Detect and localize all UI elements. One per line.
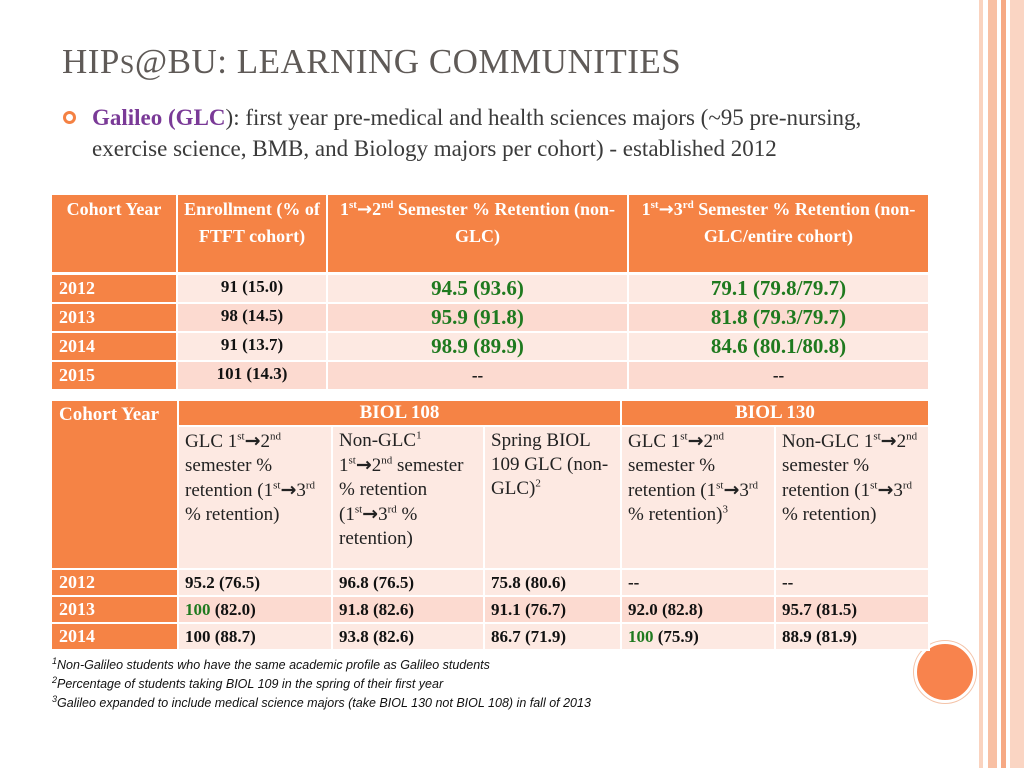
retention-2nd-value: 95.9 (91.8) bbox=[328, 304, 629, 333]
decor-stripe bbox=[979, 0, 983, 768]
retention-3rd-value: -- bbox=[629, 362, 930, 391]
nonglc-108-value: 91.8 (82.6) bbox=[333, 597, 485, 624]
table-header-row: Cohort Year Enrollment (% of FTFT cohort… bbox=[52, 195, 930, 275]
subheader-spring-biol-109: Spring BIOL 109 GLC (non-GLC)2 bbox=[485, 427, 622, 570]
glc-108-value: 100 (88.7) bbox=[179, 624, 333, 651]
decor-circle bbox=[914, 641, 976, 703]
table-row: 2012 95.2 (76.5) 96.8 (76.5) 75.8 (80.6)… bbox=[52, 570, 930, 597]
subheader-nonglc-108: Non-GLC1 1st→2nd semester % retention (1… bbox=[333, 427, 485, 570]
nonglc-130-value: -- bbox=[776, 570, 930, 597]
table-subheader-row: GLC 1st→2nd semester % retention (1st→3r… bbox=[52, 427, 930, 570]
table-row: 2014 91 (13.7) 98.9 (89.9) 84.6 (80.1/80… bbox=[52, 333, 930, 362]
spring-109-value: 75.8 (80.6) bbox=[485, 570, 622, 597]
spring-109-value: 86.7 (71.9) bbox=[485, 624, 622, 651]
glc-108-value: 100 (82.0) bbox=[179, 597, 333, 624]
enrollment-value: 101 (14.3) bbox=[178, 362, 328, 391]
subheader-nonglc-130: Non-GLC 1st→2nd semester % retention (1s… bbox=[776, 427, 930, 570]
cohort-year: 2013 bbox=[52, 597, 179, 624]
footnote: 2Percentage of students taking BIOL 109 … bbox=[52, 674, 444, 691]
footnote: 3Galileo expanded to include medical sci… bbox=[52, 693, 591, 710]
nonglc-130-value: 88.9 (81.9) bbox=[776, 624, 930, 651]
footnotes: 1Non-Galileo students who have the same … bbox=[52, 656, 591, 713]
retention-2nd-value: -- bbox=[328, 362, 629, 391]
cohort-year: 2014 bbox=[52, 333, 178, 362]
retention-3rd-value: 79.1 (79.8/79.7) bbox=[629, 275, 930, 304]
cohort-year: 2012 bbox=[52, 275, 178, 304]
slide-title: HIPS@BU: LEARNING COMMUNITIES bbox=[62, 42, 682, 81]
table-row: 2013 98 (14.5) 95.9 (91.8) 81.8 (79.3/79… bbox=[52, 304, 930, 333]
cohort-year: 2015 bbox=[52, 362, 178, 391]
subheader-glc-130: GLC 1st→2nd semester % retention (1st→3r… bbox=[622, 427, 776, 570]
header-cohort-year: Cohort Year bbox=[52, 401, 179, 570]
bullet-text: Galileo (GLC): first year pre-medical an… bbox=[92, 105, 862, 161]
footnote: 1Non-Galileo students who have the same … bbox=[52, 655, 490, 672]
table-row: 2012 91 (15.0) 94.5 (93.6) 79.1 (79.8/79… bbox=[52, 275, 930, 304]
retention-2nd-value: 94.5 (93.6) bbox=[328, 275, 629, 304]
header-biol-108: BIOL 108 bbox=[179, 401, 622, 427]
header-enrollment: Enrollment (% of FTFT cohort) bbox=[178, 195, 328, 275]
subheader-glc-108: GLC 1st→2nd semester % retention (1st→3r… bbox=[179, 427, 333, 570]
glc-130-value: 92.0 (82.8) bbox=[622, 597, 776, 624]
decor-stripe bbox=[1001, 0, 1006, 768]
table-row: 2013 100 (82.0) 91.8 (82.6) 91.1 (76.7) … bbox=[52, 597, 930, 624]
retention-2nd-value: 98.9 (89.9) bbox=[328, 333, 629, 362]
header-2nd-semester: 1st→2nd Semester % Retention (non-GLC) bbox=[328, 195, 629, 275]
cohort-year: 2014 bbox=[52, 624, 179, 651]
header-3rd-semester: 1st→3rd Semester % Retention (non-GLC/en… bbox=[629, 195, 930, 275]
cohort-year: 2012 bbox=[52, 570, 179, 597]
retention-3rd-value: 84.6 (80.1/80.8) bbox=[629, 333, 930, 362]
enrollment-value: 91 (15.0) bbox=[178, 275, 328, 304]
bullet-circle-icon bbox=[63, 111, 76, 124]
glc-130-value: 100 (75.9) bbox=[622, 624, 776, 651]
nonglc-108-value: 93.8 (82.6) bbox=[333, 624, 485, 651]
enrollment-value: 91 (13.7) bbox=[178, 333, 328, 362]
glc-108-value: 95.2 (76.5) bbox=[179, 570, 333, 597]
decor-stripe bbox=[988, 0, 997, 768]
spring-109-value: 91.1 (76.7) bbox=[485, 597, 622, 624]
header-biol-130: BIOL 130 bbox=[622, 401, 930, 427]
header-cohort-year: Cohort Year bbox=[52, 195, 178, 275]
nonglc-108-value: 96.8 (76.5) bbox=[333, 570, 485, 597]
retention-table: Cohort Year Enrollment (% of FTFT cohort… bbox=[52, 195, 930, 391]
bullet-point: Galileo (GLC): first year pre-medical an… bbox=[62, 102, 942, 164]
nonglc-130-value: 95.7 (81.5) bbox=[776, 597, 930, 624]
table-row: 2015 101 (14.3) -- -- bbox=[52, 362, 930, 391]
decor-stripe bbox=[1010, 0, 1024, 768]
glc-130-value: -- bbox=[622, 570, 776, 597]
retention-3rd-value: 81.8 (79.3/79.7) bbox=[629, 304, 930, 333]
table-header-row: Cohort Year BIOL 108 BIOL 130 bbox=[52, 401, 930, 570]
cohort-year: 2013 bbox=[52, 304, 178, 333]
table-row: 2014 100 (88.7) 93.8 (82.6) 86.7 (71.9) … bbox=[52, 624, 930, 651]
enrollment-value: 98 (14.5) bbox=[178, 304, 328, 333]
biology-table: Cohort Year BIOL 108 BIOL 130 GLC 1st→2n… bbox=[52, 401, 930, 651]
